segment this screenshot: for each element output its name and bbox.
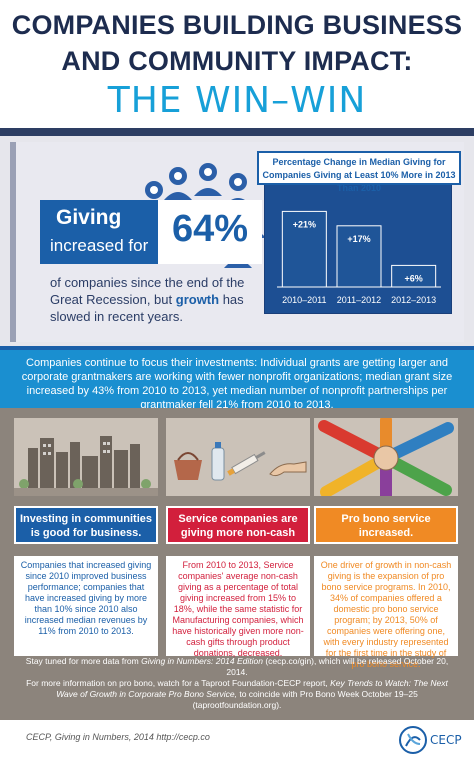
chart-title: Percentage Change in Median Giving for C… [262, 157, 456, 193]
divider-bar [0, 128, 474, 136]
cecp-logo-text: CECP [430, 733, 462, 747]
hero-section: Giving increased for 64% of companies si… [0, 136, 474, 346]
chart-tick-label: 2012–2013 [391, 295, 436, 305]
footnote-text: to coincide with Pro Bono Week October 1… [192, 689, 418, 710]
footnote-text: (cecp.co/gin), which will be released Oc… [226, 656, 449, 677]
chart-tick-label: 2011–2012 [337, 295, 381, 305]
chart-bar [281, 210, 327, 288]
chart-bar [391, 264, 437, 288]
subtext-growth: growth [175, 292, 220, 307]
column-service: Service companies are giving more non-ca… [166, 418, 310, 658]
cecp-logo-icon [399, 726, 427, 754]
bottom-panel: Investing in communities is good for bus… [0, 408, 474, 720]
median-giving-chart: +21% 2010–2011 +17% 2011–2012 +6% 2012–2013 P… [257, 151, 461, 314]
title-line-2: AND COMMUNITY IMPACT: [61, 46, 413, 76]
subtext-part-a: of companies since the end of the Great … [50, 275, 245, 307]
chart-data-label: +6% [405, 273, 423, 283]
column-heading: Service companies are giving more non-ca… [166, 506, 310, 544]
column-heading: Investing in communities is good for bus… [14, 506, 158, 544]
giving-subtext: of companies since the end of the Great … [50, 274, 250, 325]
chart-tick-label: 2010–2011 [282, 295, 326, 305]
citation: CECP, Giving in Numbers, 2014 http://cec… [26, 732, 210, 742]
chart-svg: +21% 2010–2011 +17% 2011–2012 +6% 2012–2013 [277, 210, 441, 305]
column-heading: Pro bono service increased. [314, 506, 458, 544]
footnote-text: For more information on pro bono, watch … [26, 678, 331, 688]
giving-stat-box: Giving increased for 64% [40, 200, 262, 264]
title-line-1: COMPANIES BUILDING BUSINESS [11, 10, 463, 40]
subtext-part-b: has slowed in recent years. [50, 292, 244, 324]
chart-title-bar: Percentage Change in Median Giving for C… [257, 151, 461, 193]
column-body: Companies that increased giving since 20… [14, 556, 158, 656]
title-line-3: THE WIN–WIN [107, 80, 367, 121]
basket-bottle-syringe-hand-icon [166, 418, 310, 496]
info-band: Companies continue to focus their invest… [0, 346, 474, 411]
column-pro-bono: Pro bono service increased. One driver o… [314, 418, 458, 669]
chart-data-label: +17% [347, 234, 370, 244]
header: COMPANIES BUILDING BUSINESS AND COMMUNIT… [0, 0, 474, 128]
footnote-line-2: For more information on pro bono, watch … [20, 678, 454, 711]
hero-frame: Giving increased for 64% of companies si… [10, 142, 464, 342]
info-text: Companies continue to focus their invest… [21, 357, 453, 411]
footnote: Stay tuned for more data from Giving in … [20, 656, 454, 711]
footnote-italic: Giving in Numbers: 2014 Edition [141, 656, 263, 666]
footnote-italic: Key Trends to Watch: The Next Wave of Gr… [56, 678, 448, 699]
column-investing: Investing in communities is good for bus… [14, 418, 158, 658]
giving-word: Giving [56, 206, 122, 229]
footnote-line-1: Stay tuned for more data from Giving in … [20, 656, 454, 678]
footnote-text: Stay tuned for more data from [25, 656, 142, 666]
chart-data-label: +21% [293, 219, 316, 229]
column-body: From 2010 to 2013, Service companies' av… [166, 556, 310, 658]
chart-bar [336, 225, 382, 288]
giving-percent: 64% [172, 208, 249, 250]
footer: CECP, Giving in Numbers, 2014 http://cec… [0, 720, 474, 762]
column-body: One driver of growth in non-cash giving … [314, 556, 458, 669]
joined-hands-icon [314, 418, 458, 496]
increased-for-label: increased for [50, 236, 149, 255]
city-skyline-icon [14, 418, 158, 496]
giving-label-panel [40, 200, 158, 264]
